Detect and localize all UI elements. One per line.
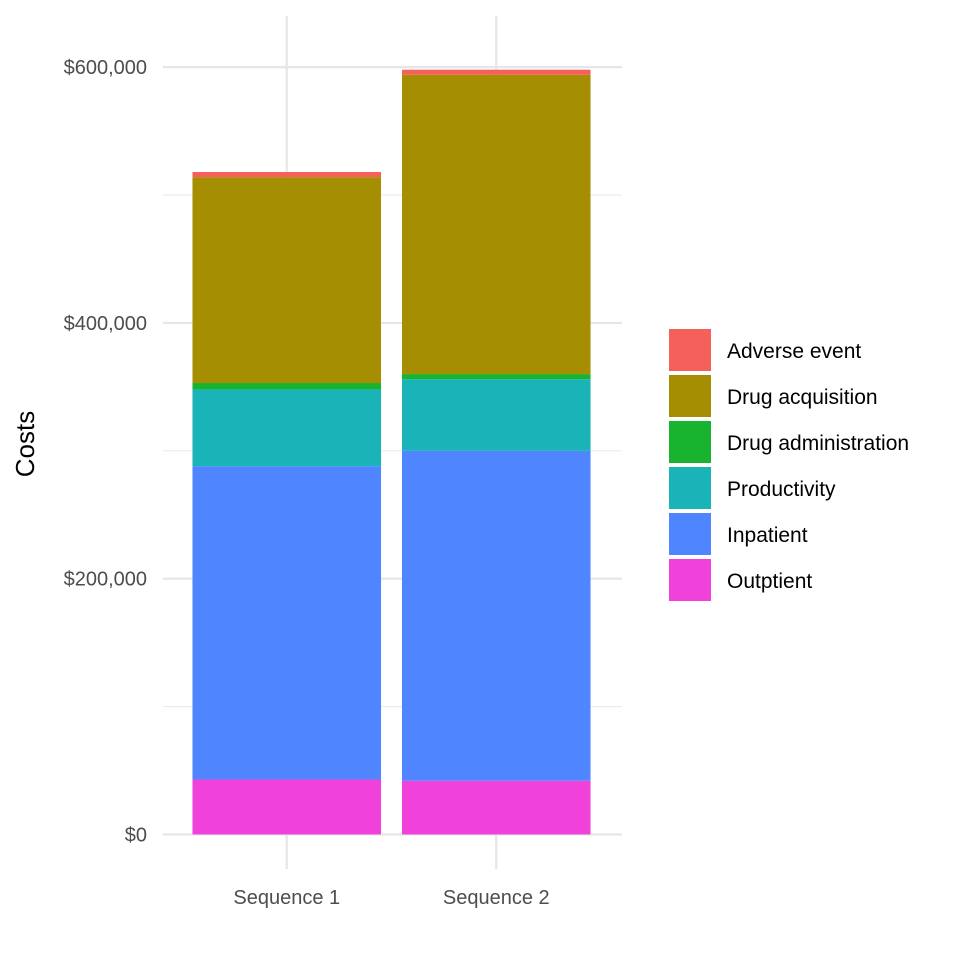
bar-segment xyxy=(192,383,382,390)
y-axis-tick-labels: $0 $200,000 $400,000 $600,000 xyxy=(64,57,147,846)
bar-segment xyxy=(401,374,591,380)
bars xyxy=(192,69,591,835)
legend-label: Inpatient xyxy=(727,524,808,547)
legend-key xyxy=(669,513,711,555)
legend-label: Productivity xyxy=(727,478,836,501)
y-tick-label: $600,000 xyxy=(64,57,147,79)
legend: Adverse event Drug acquisition Drug admini… xyxy=(669,329,909,601)
y-axis-title: Costs xyxy=(10,411,40,477)
bar-segment xyxy=(192,172,382,178)
y-tick-label: $400,000 xyxy=(64,313,147,335)
x-axis-tick-labels: Sequence 1 Sequence 2 xyxy=(233,887,549,909)
legend-key xyxy=(669,421,711,463)
bar-segment xyxy=(192,177,382,384)
bar-segment xyxy=(192,466,382,780)
legend-label: Drug administration xyxy=(727,432,909,455)
legend-label: Outptient xyxy=(727,570,812,593)
y-tick-label: $200,000 xyxy=(64,569,147,591)
bar-segment xyxy=(401,74,591,375)
legend-key xyxy=(669,467,711,509)
legend-label: Drug acquisition xyxy=(727,386,878,409)
x-tick-label: Sequence 1 xyxy=(233,887,340,909)
legend-key xyxy=(669,329,711,371)
legend-key xyxy=(669,375,711,417)
bar-segment xyxy=(401,780,591,835)
bar-segment xyxy=(401,69,591,75)
legend-key xyxy=(669,559,711,601)
y-tick-label: $0 xyxy=(125,824,147,846)
bar-segment xyxy=(401,450,591,781)
bar-segment xyxy=(401,379,591,451)
x-tick-label: Sequence 2 xyxy=(443,887,550,909)
bar-segment xyxy=(192,389,382,467)
legend-label: Adverse event xyxy=(727,340,861,363)
bar-segment xyxy=(192,779,382,835)
